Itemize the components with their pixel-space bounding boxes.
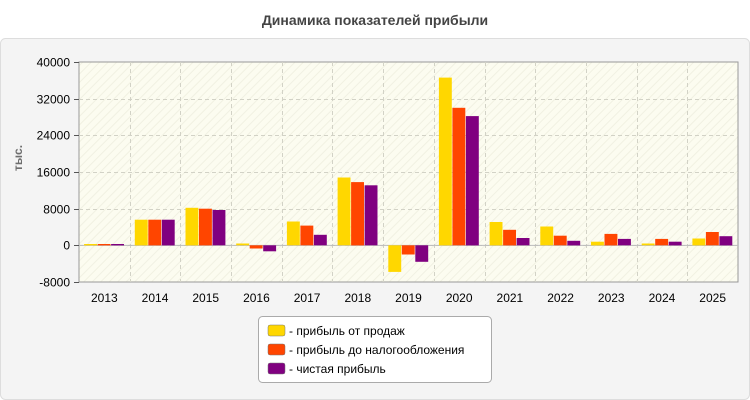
- bar: [263, 245, 277, 252]
- y-tick-label: 24000: [37, 129, 71, 143]
- bar: [705, 232, 719, 246]
- bar: [465, 116, 479, 246]
- bar: [503, 229, 516, 246]
- x-tick-label: 2019: [395, 291, 422, 305]
- legend-label-sales-profit: - прибыль от продаж: [289, 324, 405, 338]
- legend-label-net-profit: - чистая прибыль: [289, 362, 386, 376]
- bar: [84, 244, 97, 246]
- bar: [351, 182, 364, 246]
- bar: [641, 243, 655, 246]
- axis-layer: -8000 0 8000 16000 24000 32000 40000 2013 2014 20…: [37, 56, 727, 306]
- x-tick-label: 2021: [497, 291, 524, 305]
- x-tick-label: 2013: [91, 291, 118, 305]
- x-tick-label: 2018: [344, 291, 371, 305]
- bar: [452, 107, 466, 246]
- bar: [438, 77, 452, 246]
- x-tick-label: 2023: [598, 291, 625, 305]
- bar: [553, 235, 567, 246]
- y-tick-label: -8000: [39, 276, 70, 290]
- legend: - прибыль от продаж - прибыль до налогоо…: [258, 316, 492, 383]
- x-tick-label: 2025: [699, 291, 726, 305]
- bar: [604, 233, 618, 246]
- y-tick-label: 0: [63, 239, 70, 253]
- x-tick-label: 2022: [547, 291, 574, 305]
- legend-swatch-sales-profit: [267, 324, 286, 337]
- bar: [567, 240, 581, 246]
- y-tick-label: 40000: [37, 56, 71, 70]
- bar: [401, 245, 415, 255]
- bar: [618, 238, 631, 246]
- bar: [719, 236, 733, 246]
- legend-label-pretax-profit: - прибыль до налогообложения: [289, 343, 464, 357]
- y-tick-label: 32000: [37, 93, 71, 107]
- x-tick-label: 2020: [446, 291, 473, 305]
- bar: [388, 245, 402, 272]
- bar: [364, 185, 378, 246]
- x-tick-label: 2014: [142, 291, 169, 305]
- bar: [199, 208, 212, 246]
- bar: [148, 219, 162, 246]
- legend-box: [258, 316, 492, 383]
- bar: [540, 226, 554, 246]
- x-tick-label: 2024: [649, 291, 676, 305]
- bar: [516, 238, 530, 246]
- x-tick-label: 2016: [243, 291, 270, 305]
- bar: [212, 210, 226, 246]
- legend-swatch-pretax-profit: [267, 343, 286, 356]
- bar: [249, 245, 263, 249]
- x-tick-label: 2015: [192, 291, 219, 305]
- bar: [337, 177, 351, 246]
- grid-layer: [79, 62, 738, 282]
- bar: [313, 234, 327, 246]
- bar: [236, 243, 250, 246]
- chart-title: Динамика показателей прибыли: [262, 12, 488, 28]
- bar: [111, 244, 124, 246]
- x-tick-label: 2017: [294, 291, 321, 305]
- bar: [489, 222, 503, 246]
- bar: [415, 245, 429, 262]
- y-tick-label: 16000: [37, 166, 71, 180]
- bar: [134, 219, 148, 246]
- y-axis-label: тыс.: [11, 145, 25, 171]
- legend-swatch-net-profit: [267, 362, 286, 375]
- bar: [97, 244, 111, 246]
- y-tick-label: 8000: [43, 203, 70, 217]
- bar: [161, 219, 175, 246]
- bar: [655, 238, 669, 246]
- bar: [668, 241, 682, 246]
- bar: [692, 238, 706, 246]
- bar: [591, 241, 604, 246]
- bar: [185, 207, 199, 246]
- bars-layer: [84, 77, 733, 272]
- bar: [286, 221, 300, 246]
- bar: [300, 225, 314, 246]
